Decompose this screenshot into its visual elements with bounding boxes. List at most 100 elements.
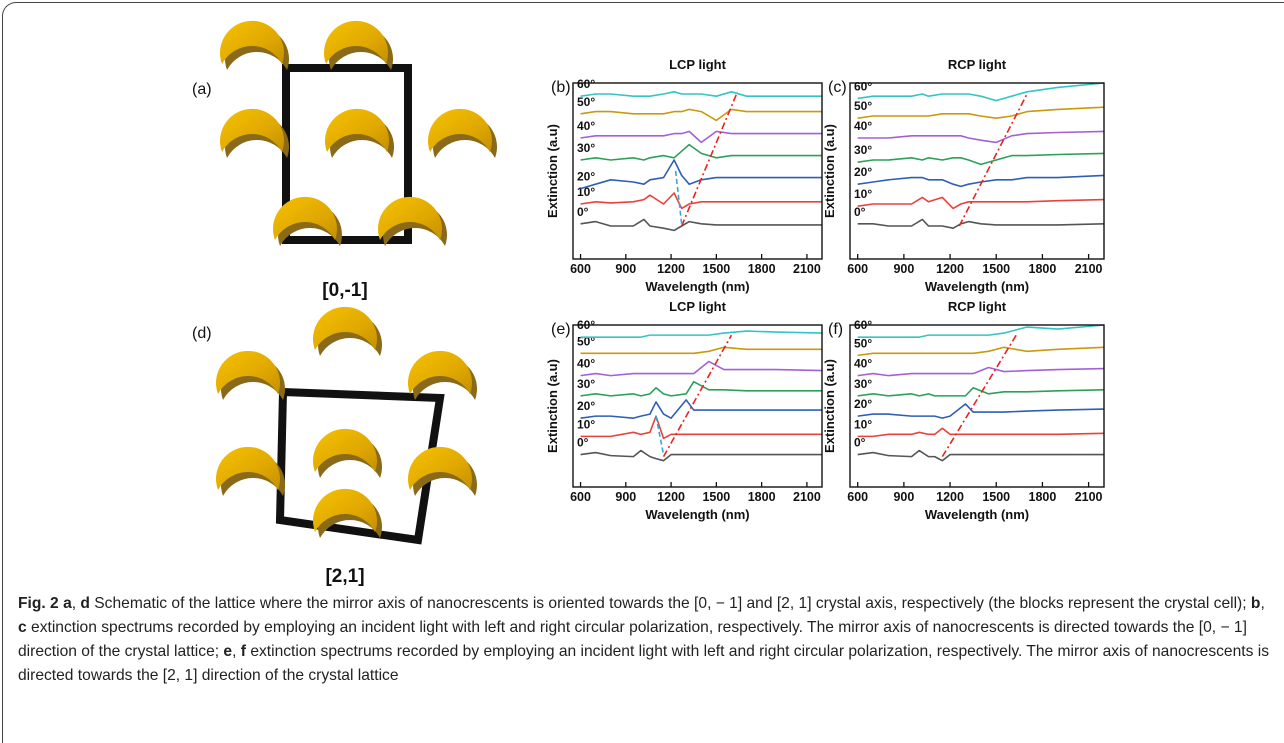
series-label: 0°	[854, 205, 866, 219]
spectrum-line	[580, 415, 822, 440]
x-tick-label: 1500	[702, 262, 730, 276]
series-label: 10°	[854, 417, 872, 431]
spectrum-line	[580, 346, 822, 355]
caption-segment: b	[1250, 595, 1261, 612]
panel-label: (e)	[551, 321, 571, 338]
y-axis-label: Extinction (a.u)	[822, 359, 837, 453]
chart-title: LCP light	[669, 299, 726, 314]
crescent	[313, 428, 382, 478]
x-tick-label: 1200	[657, 262, 685, 276]
guide-line	[674, 170, 683, 224]
spectrum-line	[580, 360, 823, 377]
spectrum-line	[857, 106, 1105, 119]
spectrum-line	[857, 324, 1105, 338]
series-label: 30°	[854, 143, 872, 157]
series-label: 60°	[577, 77, 595, 91]
x-tick-label: 900	[615, 262, 636, 276]
plot-frame	[572, 324, 823, 488]
panel-label: (c)	[828, 79, 847, 96]
plot-frame	[849, 324, 1105, 488]
x-tick-label: 600	[847, 262, 868, 276]
x-tick-label: 2100	[1075, 490, 1103, 504]
series-label: 10°	[854, 187, 872, 201]
spectrum-line	[580, 91, 822, 97]
chart-panel: RCP light Wavelength (nm) Extinction (a.u)…	[822, 299, 1105, 522]
x-axis-label: Wavelength (nm)	[925, 279, 1029, 294]
caption-segment: a	[58, 595, 72, 612]
series-label: 30°	[854, 377, 872, 391]
x-tick-label: 2100	[1075, 262, 1103, 276]
series-label: 50°	[854, 99, 872, 113]
x-tick-label: 600	[570, 490, 591, 504]
chart-panel: LCP light Wavelength (nm) Extinction (a.u)…	[545, 299, 823, 522]
series-label: 50°	[854, 336, 872, 350]
chart-title: RCP light	[948, 299, 1007, 314]
guide-line	[662, 334, 733, 458]
chart-title: LCP light	[669, 57, 726, 72]
figure: (a) [0,-1] (d) [2,1] LCP light Wavelength…	[192, 20, 1105, 587]
x-tick-label: 1800	[1029, 262, 1057, 276]
series-label: 10°	[577, 417, 595, 431]
chart-title: RCP light	[948, 57, 1007, 72]
spectrum-line	[580, 330, 823, 338]
caption-segment: extinction spectrums recorded by employi…	[18, 619, 1247, 660]
series-label: 60°	[854, 79, 872, 93]
caption-segment: ,	[71, 595, 81, 612]
series-label: 30°	[577, 377, 595, 391]
spectrum-line	[857, 130, 1105, 144]
series-label: 0°	[577, 205, 589, 219]
spectrum-line	[857, 218, 1105, 229]
panel-label: (d)	[192, 325, 212, 342]
spectrum-line	[580, 159, 822, 190]
figure-caption: Fig. 2 a, d Schematic of the lattice whe…	[18, 592, 1270, 688]
x-tick-label: 600	[570, 262, 591, 276]
x-tick-label: 1800	[748, 490, 776, 504]
x-tick-label: 1200	[657, 490, 685, 504]
chart-panel: RCP light Wavelength (nm) Extinction (a.u)…	[822, 57, 1105, 294]
crescent	[216, 350, 285, 400]
crescent	[378, 196, 447, 246]
crescent	[325, 108, 394, 158]
caption-segment: e	[223, 643, 233, 660]
spectrum-line	[580, 130, 822, 144]
spectrum-line	[857, 152, 1105, 166]
crescent	[324, 20, 393, 70]
caption-segment: c	[18, 619, 27, 636]
caption-segment: d	[80, 595, 90, 612]
series-label: 50°	[577, 95, 595, 109]
series-label: 20°	[854, 397, 872, 411]
guide-line	[958, 93, 1028, 227]
guide-line	[680, 91, 739, 227]
caption-segment: ,	[232, 643, 241, 660]
panel-label: (f)	[828, 321, 843, 338]
schematic-a: (a) [0,-1]	[192, 20, 497, 301]
spectrum-line	[857, 174, 1105, 188]
crescent	[216, 446, 285, 496]
caption-segment: Schematic of the lattice where the mirro…	[89, 595, 1251, 612]
caption-segment: f	[240, 643, 246, 660]
series-label: 40°	[577, 357, 595, 371]
x-tick-label: 2100	[793, 262, 821, 276]
x-tick-label: 1500	[702, 490, 730, 504]
x-tick-label: 2100	[793, 490, 821, 504]
caption-segment: ,	[1260, 595, 1265, 612]
spectrum-line	[857, 196, 1105, 210]
spectrum-line	[580, 449, 822, 462]
x-axis-label: Wavelength (nm)	[645, 507, 749, 522]
series-label: 20°	[854, 165, 872, 179]
x-tick-label: 1800	[748, 262, 776, 276]
plot-frame	[849, 82, 1105, 260]
spectrum-line	[857, 366, 1105, 377]
crescent	[220, 108, 289, 158]
spectrum-line	[580, 108, 822, 122]
x-tick-label: 900	[893, 262, 914, 276]
y-axis-label: Extinction (a.u)	[822, 124, 837, 218]
direction-label: [2,1]	[325, 566, 364, 587]
spectrum-line	[580, 143, 822, 161]
spectrum-line	[857, 449, 1104, 462]
series-label: 40°	[577, 119, 595, 133]
x-tick-label: 900	[615, 490, 636, 504]
plot-frame	[572, 82, 823, 260]
x-axis-label: Wavelength (nm)	[925, 507, 1029, 522]
series-label: 0°	[577, 436, 589, 450]
